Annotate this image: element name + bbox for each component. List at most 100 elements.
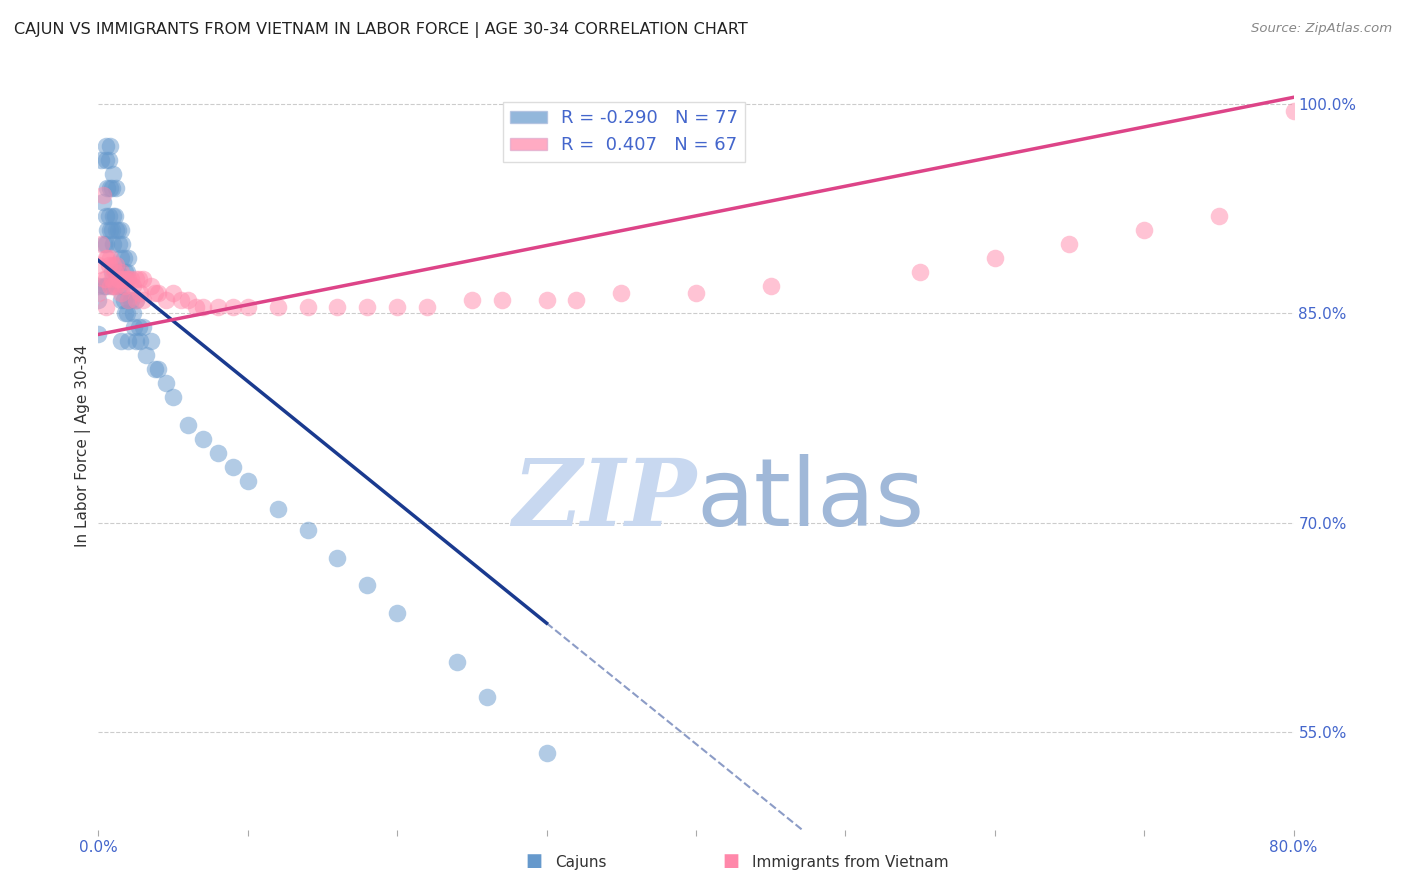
Point (101, 181, 124, 195)
Point (236, 300, 259, 314)
Point (87, 327, 110, 342)
Point (207, 300, 229, 314)
Point (98, 223, 122, 237)
Point (96, 223, 118, 237)
Point (169, 293, 191, 307)
Point (125, 293, 148, 307)
Point (94, 153, 117, 167)
Point (110, 293, 132, 307)
Point (103, 258, 125, 272)
Point (107, 271, 129, 285)
Point (267, 501, 290, 516)
Point (87, 285, 110, 300)
Point (97, 153, 120, 167)
Point (685, 285, 707, 300)
Point (236, 474, 259, 488)
Point (108, 236, 131, 251)
Point (87, 278, 110, 293)
Text: Cajuns: Cajuns (555, 855, 607, 870)
Point (110, 285, 132, 300)
Point (94, 209, 117, 223)
Point (326, 550, 349, 565)
Point (111, 236, 134, 251)
Text: ■: ■ (723, 852, 740, 870)
Point (222, 459, 245, 474)
Point (132, 271, 155, 285)
Point (139, 278, 162, 293)
Point (162, 390, 184, 404)
Point (135, 348, 157, 362)
Point (129, 285, 152, 300)
Point (908, 265, 931, 279)
Point (267, 300, 290, 314)
Point (326, 300, 349, 314)
Point (110, 251, 132, 265)
Point (446, 655, 468, 669)
Point (117, 293, 139, 307)
Point (103, 278, 125, 293)
Point (117, 293, 139, 307)
Point (98, 278, 122, 293)
Point (115, 306, 138, 320)
Text: atlas: atlas (696, 454, 924, 546)
Point (475, 690, 498, 704)
Point (101, 223, 124, 237)
Point (94, 278, 117, 293)
Point (121, 306, 143, 320)
Point (155, 376, 177, 391)
Point (120, 271, 142, 285)
Y-axis label: In Labor Force | Age 30-34: In Labor Force | Age 30-34 (76, 344, 91, 548)
Point (107, 223, 129, 237)
Point (385, 607, 409, 621)
Point (191, 300, 214, 314)
Point (105, 181, 128, 195)
Point (143, 285, 166, 300)
Point (125, 334, 148, 349)
Point (356, 578, 378, 592)
Point (101, 265, 124, 279)
Point (536, 746, 558, 760)
Point (112, 271, 135, 285)
Point (91, 194, 114, 209)
Point (97, 258, 120, 272)
Point (416, 300, 439, 314)
Point (356, 300, 378, 314)
Point (107, 265, 129, 279)
Point (129, 334, 152, 349)
Point (132, 320, 155, 334)
Point (110, 265, 132, 279)
Point (177, 418, 200, 433)
Point (103, 278, 125, 293)
Point (120, 293, 142, 307)
Point (148, 362, 170, 376)
Point (87, 258, 110, 272)
Point (759, 278, 782, 293)
Point (128, 271, 150, 285)
Text: ■: ■ (526, 852, 543, 870)
Point (110, 334, 132, 349)
Point (112, 293, 135, 307)
Point (103, 209, 125, 223)
Point (207, 446, 229, 460)
Point (93, 271, 115, 285)
Point (111, 278, 134, 293)
Point (98, 251, 122, 265)
Point (1059, 236, 1081, 251)
Point (139, 334, 162, 349)
Point (94, 251, 117, 265)
Point (96, 251, 118, 265)
Point (132, 293, 155, 307)
Legend: R = -0.290   N = 77, R =  0.407   N = 67: R = -0.290 N = 77, R = 0.407 N = 67 (503, 103, 745, 161)
Point (103, 236, 125, 251)
Point (610, 285, 633, 300)
Point (94, 300, 117, 314)
Point (97, 209, 120, 223)
Point (93, 278, 115, 293)
Text: Source: ZipAtlas.com: Source: ZipAtlas.com (1251, 22, 1392, 36)
Point (117, 334, 139, 349)
Point (148, 285, 170, 300)
Point (297, 300, 319, 314)
Point (114, 265, 136, 279)
Point (461, 293, 484, 307)
Point (124, 320, 146, 334)
